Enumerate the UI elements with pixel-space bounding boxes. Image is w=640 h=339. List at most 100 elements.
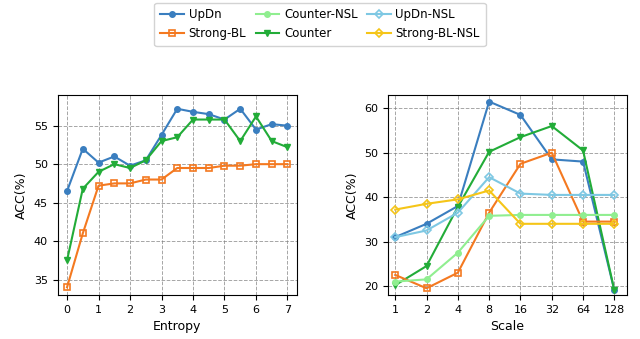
Counter (579, 148, 587, 153)
UpDn (236, 107, 244, 111)
Counter (516, 135, 524, 139)
UpDn (205, 112, 212, 116)
Counter-NSL (516, 213, 524, 217)
Counter (284, 145, 291, 149)
Counter-NSL (454, 251, 461, 255)
X-axis label: Entropy: Entropy (153, 320, 202, 333)
UpDn (611, 288, 618, 293)
Line: UpDn: UpDn (64, 106, 291, 194)
Counter (221, 118, 228, 122)
Strong-BL (548, 151, 556, 155)
UpDn (189, 110, 197, 114)
UpDn-NSL (611, 193, 618, 197)
Line: Counter: Counter (392, 123, 617, 293)
Counter (236, 139, 244, 143)
Counter-NSL (579, 213, 587, 217)
UpDn (63, 189, 71, 193)
UpDn (111, 155, 118, 159)
Strong-BL-NSL (454, 197, 461, 201)
Strong-BL-NSL (548, 222, 556, 226)
Counter (95, 170, 102, 174)
Strong-BL-NSL (611, 222, 618, 226)
Strong-BL (516, 162, 524, 166)
Counter (611, 288, 618, 293)
UpDn (268, 122, 276, 126)
Counter (252, 115, 260, 119)
Counter (173, 135, 181, 139)
UpDn (126, 164, 134, 168)
UpDn (173, 107, 181, 111)
UpDn (516, 113, 524, 117)
Counter (111, 162, 118, 166)
Strong-BL (79, 231, 86, 235)
Strong-BL (611, 220, 618, 224)
Strong-BL (268, 162, 276, 166)
UpDn (485, 100, 493, 104)
Counter-NSL (422, 277, 430, 281)
Counter-NSL (392, 280, 399, 284)
UpDn (221, 118, 228, 122)
Line: UpDn-NSL: UpDn-NSL (392, 174, 617, 240)
Line: Counter-NSL: Counter-NSL (392, 212, 617, 284)
UpDn (392, 235, 399, 239)
Counter (548, 124, 556, 128)
Counter (392, 283, 399, 287)
Strong-BL (579, 220, 587, 224)
UpDn-NSL (422, 228, 430, 233)
Strong-BL (485, 211, 493, 215)
Strong-BL (284, 162, 291, 166)
Strong-BL (221, 164, 228, 168)
Counter-NSL (548, 213, 556, 217)
Strong-BL (126, 181, 134, 185)
Counter-NSL (611, 213, 618, 217)
Strong-BL (63, 285, 71, 289)
Line: Strong-BL-NSL: Strong-BL-NSL (392, 188, 617, 226)
Counter (205, 118, 212, 122)
Legend: UpDn, Strong-BL, Counter-NSL, Counter, UpDn-NSL, Strong-BL-NSL: UpDn, Strong-BL, Counter-NSL, Counter, U… (154, 2, 486, 46)
Counter (422, 264, 430, 268)
Strong-BL (111, 181, 118, 185)
Line: Counter: Counter (64, 114, 291, 263)
UpDn-NSL (579, 193, 587, 197)
Strong-BL (95, 184, 102, 188)
Strong-BL (142, 178, 150, 182)
UpDn (157, 133, 165, 137)
Counter (63, 258, 71, 262)
UpDn (284, 124, 291, 128)
Y-axis label: ACC(%): ACC(%) (346, 171, 358, 219)
UpDn-NSL (516, 192, 524, 196)
Strong-BL (392, 273, 399, 277)
UpDn (252, 127, 260, 132)
Counter (142, 158, 150, 162)
Strong-BL (422, 286, 430, 290)
Counter (268, 139, 276, 143)
Counter (485, 150, 493, 154)
Strong-BL (157, 178, 165, 182)
Strong-BL (236, 164, 244, 168)
Counter (157, 139, 165, 143)
UpDn (454, 204, 461, 208)
UpDn-NSL (548, 193, 556, 197)
Strong-BL-NSL (422, 202, 430, 206)
Strong-BL (189, 166, 197, 170)
Line: UpDn: UpDn (392, 99, 617, 293)
Strong-BL (205, 166, 212, 170)
UpDn-NSL (392, 235, 399, 239)
Strong-BL-NSL (485, 188, 493, 193)
Counter (126, 166, 134, 170)
Counter (454, 205, 461, 209)
UpDn (95, 161, 102, 165)
Strong-BL (173, 166, 181, 170)
X-axis label: Scale: Scale (490, 320, 525, 333)
UpDn (579, 160, 587, 164)
Line: Strong-BL: Strong-BL (392, 150, 617, 291)
Strong-BL-NSL (516, 222, 524, 226)
UpDn (79, 147, 86, 151)
Strong-BL-NSL (392, 207, 399, 212)
UpDn (422, 222, 430, 226)
Strong-BL (252, 162, 260, 166)
UpDn (548, 157, 556, 161)
Strong-BL-NSL (579, 222, 587, 226)
UpDn (142, 158, 150, 162)
Counter (189, 118, 197, 122)
